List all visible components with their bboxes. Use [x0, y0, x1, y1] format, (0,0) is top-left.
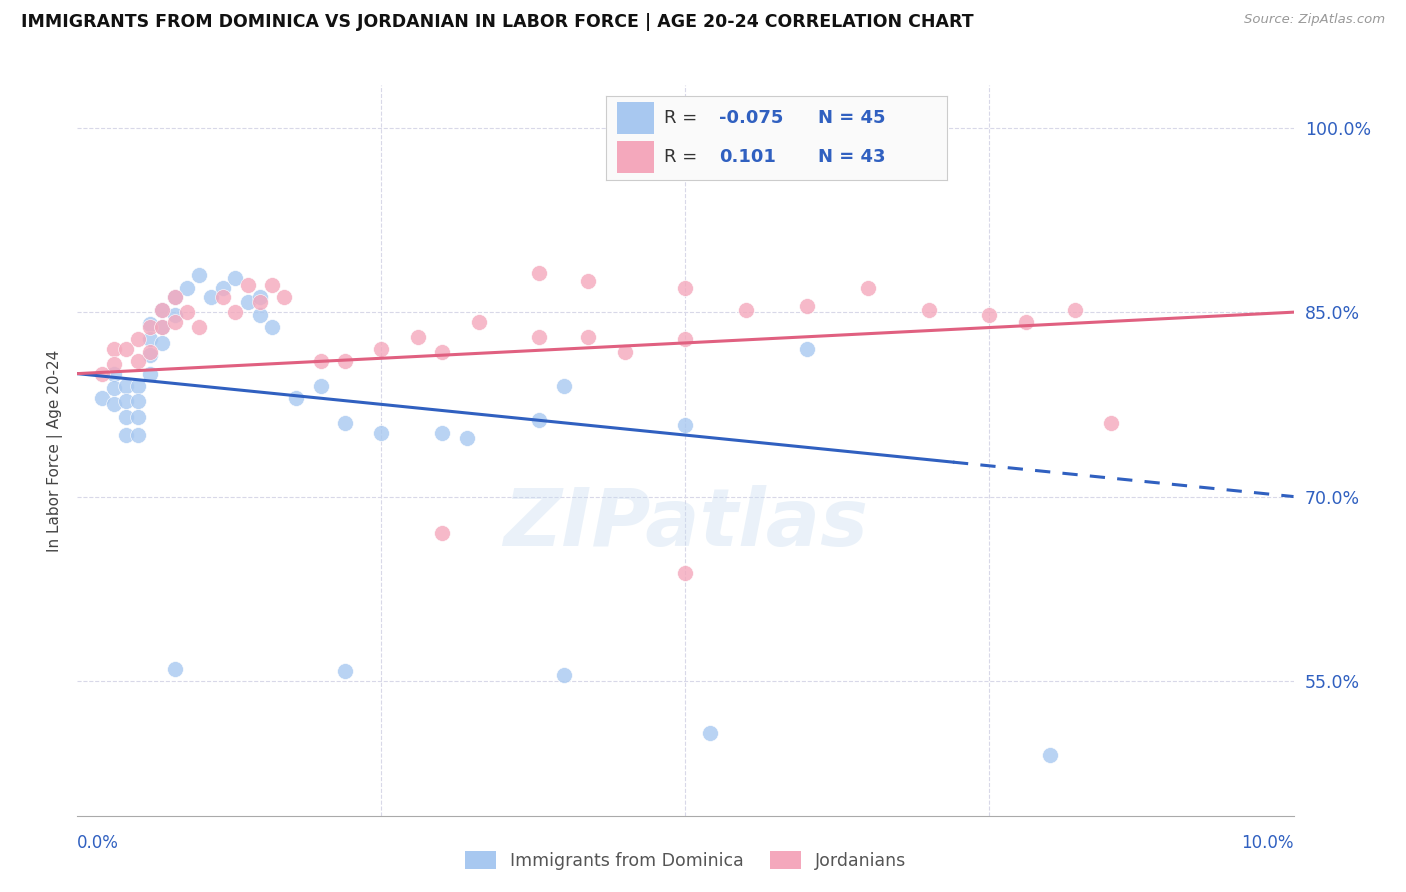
Point [273, 290, 295, 304]
Point [139, 318, 162, 332]
Point [90, 367, 112, 381]
Point [115, 342, 138, 356]
Point [176, 305, 198, 319]
Point [152, 302, 174, 317]
Point [249, 308, 271, 322]
Point [796, 342, 818, 356]
Point [856, 280, 879, 294]
Point [675, 332, 697, 346]
Point [918, 302, 941, 317]
Point [127, 393, 149, 408]
Point [1099, 416, 1122, 430]
Point [103, 357, 125, 371]
Point [127, 379, 149, 393]
Point [236, 278, 259, 293]
Point [529, 413, 551, 427]
Point [456, 431, 478, 445]
Point [224, 305, 246, 319]
Point [188, 319, 211, 334]
Point [115, 379, 138, 393]
Point [576, 275, 599, 289]
Point [139, 332, 162, 346]
Point [979, 308, 1001, 322]
Point [163, 290, 186, 304]
Point [333, 416, 356, 430]
Point [152, 319, 174, 334]
Point [127, 409, 149, 424]
Point [163, 315, 186, 329]
Point [1063, 302, 1085, 317]
Point [406, 330, 429, 344]
Point [103, 342, 125, 356]
Point [675, 418, 697, 433]
Point [333, 664, 356, 678]
Point [103, 367, 125, 381]
Point [529, 266, 551, 280]
Point [796, 299, 818, 313]
Point [200, 290, 222, 304]
Point [139, 319, 162, 334]
Point [370, 425, 392, 440]
Point [212, 290, 235, 304]
Point [249, 295, 271, 310]
Point [553, 668, 575, 682]
Point [236, 295, 259, 310]
Point [675, 566, 697, 580]
Point [152, 302, 174, 317]
Point [152, 335, 174, 350]
Text: ZIPatlas: ZIPatlas [503, 484, 868, 563]
Point [176, 280, 198, 294]
Point [188, 268, 211, 283]
Text: IMMIGRANTS FROM DOMINICA VS JORDANIAN IN LABOR FORCE | AGE 20-24 CORRELATION CHA: IMMIGRANTS FROM DOMINICA VS JORDANIAN IN… [21, 13, 974, 31]
Point [430, 344, 453, 359]
Point [333, 354, 356, 368]
Point [467, 315, 489, 329]
Point [103, 397, 125, 411]
Point [430, 425, 453, 440]
Point [675, 280, 697, 294]
Legend: Immigrants from Dominica, Jordanians: Immigrants from Dominica, Jordanians [458, 845, 912, 877]
Point [212, 280, 235, 294]
Point [529, 330, 551, 344]
Point [260, 278, 283, 293]
Point [699, 725, 721, 739]
Point [309, 354, 332, 368]
Point [285, 391, 308, 405]
Text: 10.0%: 10.0% [1241, 834, 1294, 852]
Point [224, 270, 246, 285]
Point [103, 381, 125, 395]
Point [115, 409, 138, 424]
Point [1015, 315, 1038, 329]
Point [127, 332, 149, 346]
Point [1039, 747, 1062, 762]
Point [370, 342, 392, 356]
Point [139, 344, 162, 359]
Point [735, 302, 758, 317]
Point [139, 367, 162, 381]
Point [90, 391, 112, 405]
Text: 0.0%: 0.0% [77, 834, 120, 852]
Point [115, 428, 138, 442]
Point [163, 308, 186, 322]
Point [163, 290, 186, 304]
Point [163, 662, 186, 676]
Point [249, 290, 271, 304]
Point [309, 379, 332, 393]
Text: Source: ZipAtlas.com: Source: ZipAtlas.com [1244, 13, 1385, 27]
Point [260, 319, 283, 334]
Point [613, 344, 636, 359]
Point [115, 393, 138, 408]
Point [127, 354, 149, 368]
Point [430, 526, 453, 541]
Point [553, 379, 575, 393]
Point [127, 428, 149, 442]
Point [139, 348, 162, 362]
Y-axis label: In Labor Force | Age 20-24: In Labor Force | Age 20-24 [48, 350, 63, 551]
Point [152, 319, 174, 334]
Point [576, 330, 599, 344]
